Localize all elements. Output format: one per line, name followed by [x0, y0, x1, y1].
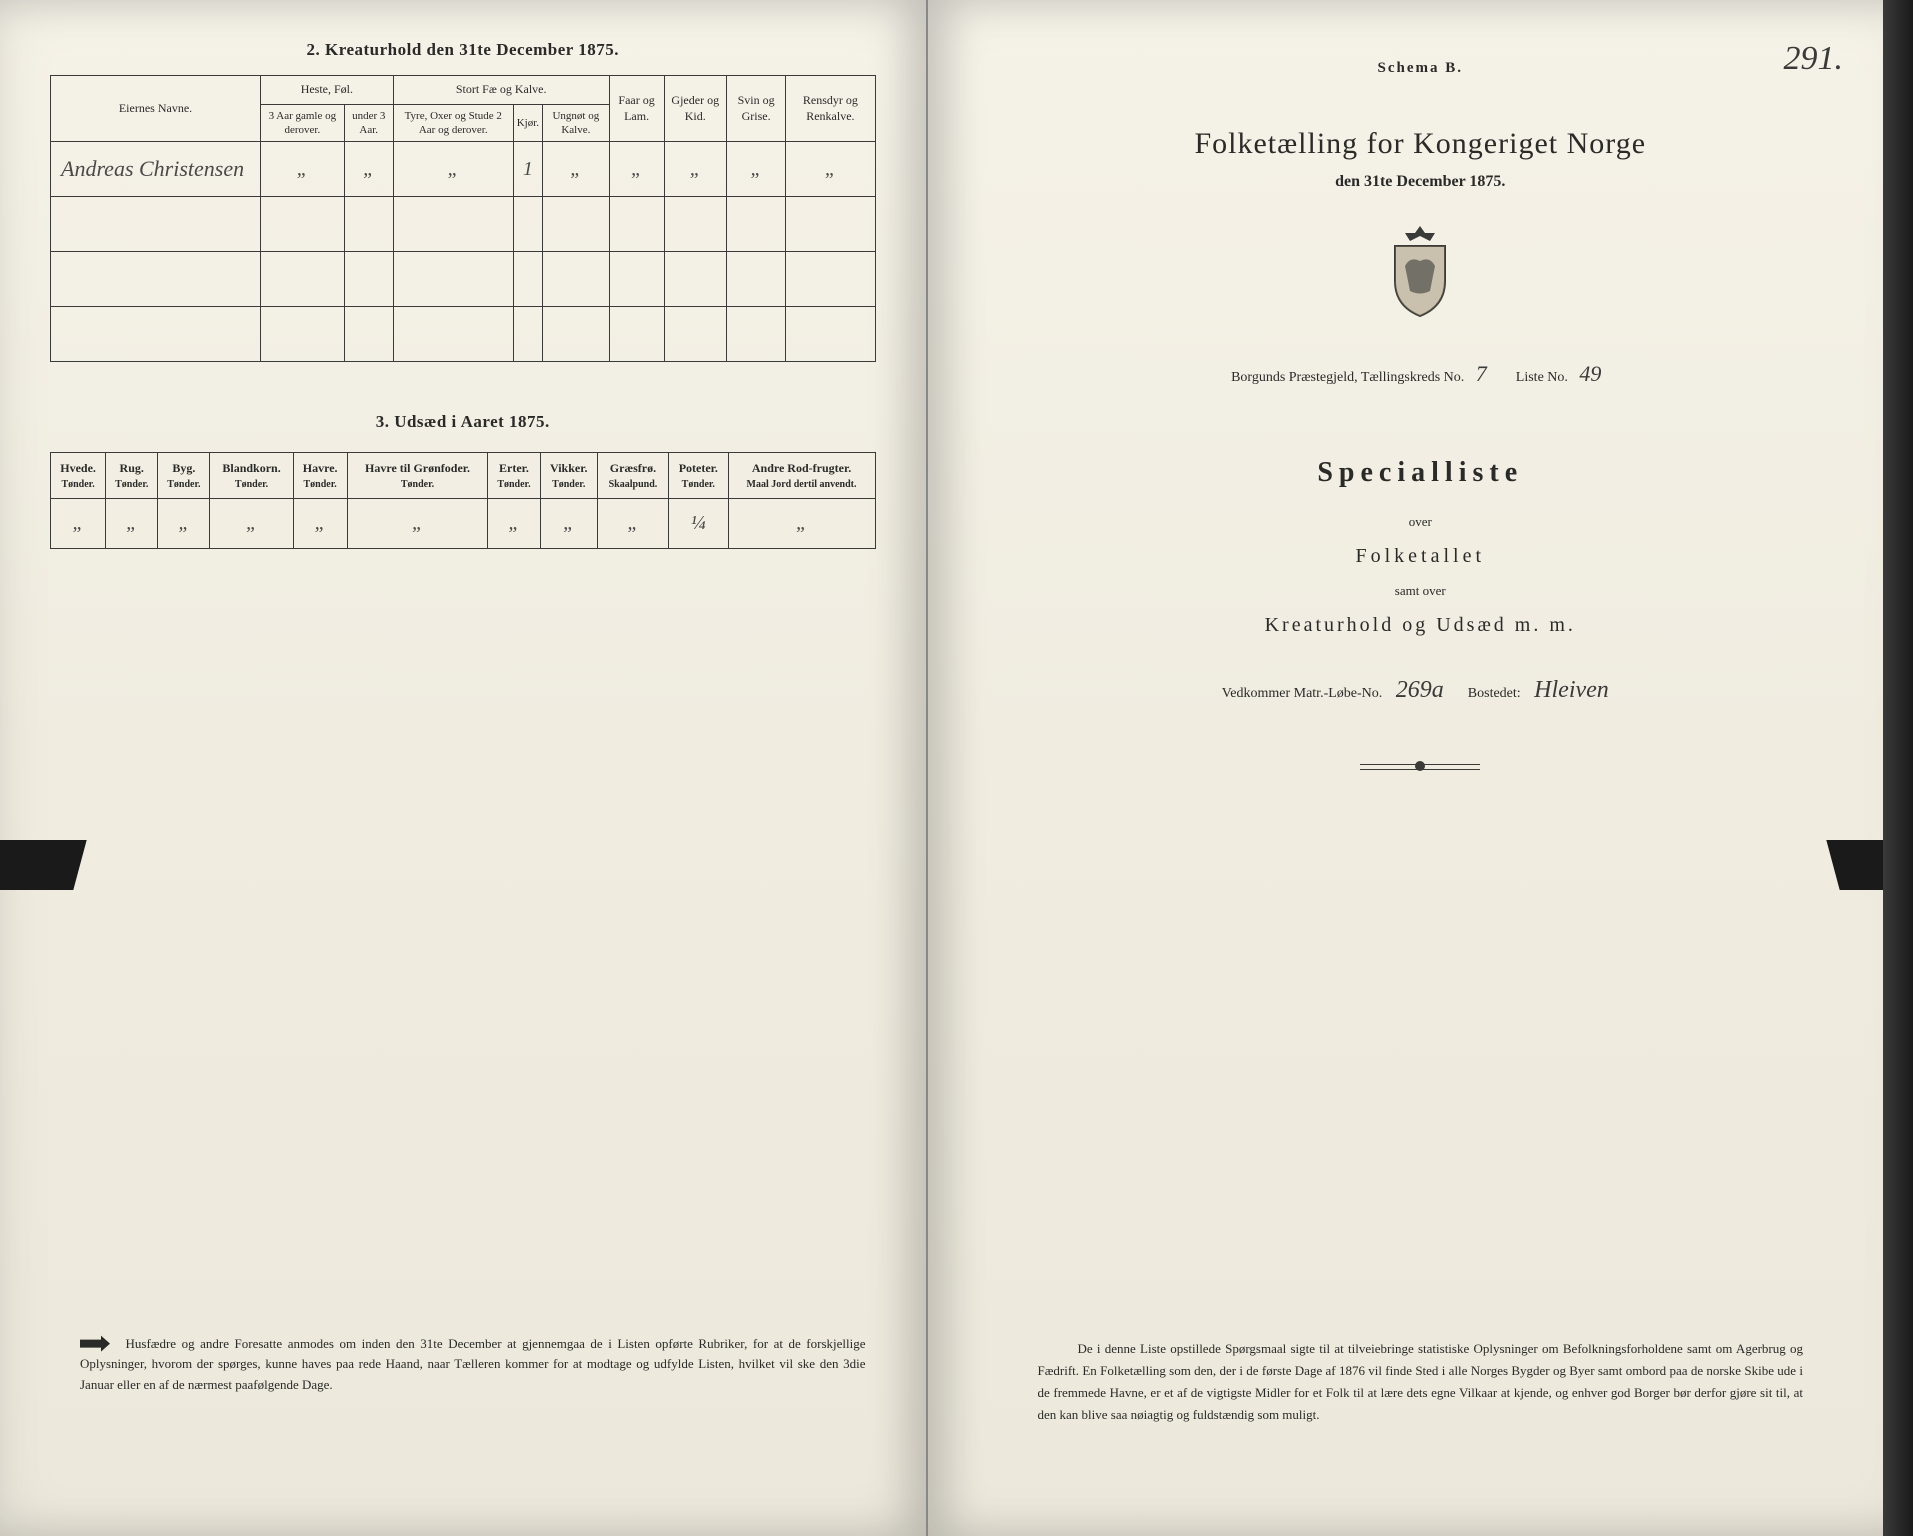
cell: „	[664, 142, 726, 197]
bostedet: Hleiven	[1524, 677, 1619, 703]
footnote-text: Husfædre og andre Foresatte anmodes om i…	[80, 1336, 866, 1393]
table-row: Andreas Christensen „ „ „ 1 „ „ „ „ „	[51, 142, 876, 197]
vedkommer-line: Vedkommer Matr.-Løbe-No. 269a Bostedet: …	[1008, 677, 1834, 704]
bostedet-label: Bostedet:	[1468, 686, 1521, 701]
page-number: 291.	[1784, 40, 1844, 78]
col-byg: Byg.Tønder.	[158, 453, 210, 499]
binding-edge	[1883, 0, 1913, 1536]
col-erter: Erter.Tønder.	[488, 453, 540, 499]
pointing-hand-icon	[80, 1334, 110, 1354]
sub-date: den 31te December 1875.	[1008, 173, 1834, 191]
section3-title: 3. Udsæd i Aaret 1875.	[50, 412, 876, 432]
sub-s1: Tyre, Oxer og Stude 2 Aar og derover.	[393, 104, 513, 142]
cell: „	[726, 142, 785, 197]
grp-gjeder: Gjeder og Kid.	[664, 76, 726, 142]
kreaturhold-table: Eiernes Navne. Heste, Føl. Stort Fæ og K…	[50, 75, 876, 362]
grp-stort: Stort Fæ og Kalve.	[393, 76, 609, 105]
cell: „	[543, 142, 610, 197]
specialliste-title: Specialliste	[1008, 457, 1834, 489]
cell: „	[609, 142, 664, 197]
sub-s2: Kjør.	[513, 104, 542, 142]
table-row: „ „ „ „ „ „ „ „ „ ¼ „	[51, 499, 876, 549]
sub-s3: Ungnøt og Kalve.	[543, 104, 610, 142]
col-graesfro: Græsfrø.Skaalpund.	[597, 453, 668, 499]
table-row	[51, 197, 876, 252]
cell: „	[728, 499, 875, 549]
sub-h2: under 3 Aar.	[344, 104, 393, 142]
grp-rensdyr: Rensdyr og Renkalve.	[786, 76, 875, 142]
liste-label: Liste No.	[1516, 370, 1568, 385]
cell: „	[210, 499, 293, 549]
sub-h1: 3 Aar gamle og derover.	[261, 104, 345, 142]
meta-line: Borgunds Præstegjeld, Tællingskreds No. …	[1008, 361, 1834, 387]
cell: „	[261, 142, 345, 197]
cell: „	[786, 142, 875, 197]
over-label: over	[1008, 514, 1834, 530]
samt-label: samt over	[1008, 583, 1834, 599]
cell: „	[597, 499, 668, 549]
cell: „	[344, 142, 393, 197]
col-rug: Rug.Tønder.	[106, 453, 158, 499]
book-spread: 2. Kreaturhold den 31te December 1875. E…	[0, 0, 1913, 1536]
right-footnote: De i denne Liste opstillede Spørgsmaal s…	[1038, 1338, 1804, 1426]
udsaed-table: Hvede.Tønder. Rug.Tønder. Byg.Tønder. Bl…	[50, 452, 876, 549]
table-row	[51, 307, 876, 362]
right-page: 291. Schema B. Folketælling for Kongerig…	[928, 0, 1913, 1536]
section2-title: 2. Kreaturhold den 31te December 1875.	[50, 40, 876, 60]
col-blandkorn: Blandkorn.Tønder.	[210, 453, 293, 499]
ornament-divider	[1360, 764, 1480, 770]
table-row	[51, 252, 876, 307]
liste-no: 49	[1571, 361, 1609, 386]
cell: „	[540, 499, 597, 549]
grp-heste: Heste, Føl.	[261, 76, 394, 105]
cell: „	[488, 499, 540, 549]
main-title: Folketælling for Kongeriget Norge	[1008, 127, 1834, 161]
col-poteter: Poteter.Tønder.	[669, 453, 729, 499]
col-havre: Havre.Tønder.	[293, 453, 347, 499]
cell: „	[293, 499, 347, 549]
cell: „	[393, 142, 513, 197]
cell: „	[51, 499, 106, 549]
cell: ¼	[669, 499, 729, 549]
left-footnote: Husfædre og andre Foresatte anmodes om i…	[80, 1334, 866, 1396]
owner-name: Andreas Christensen	[51, 142, 261, 197]
thumb-tab	[0, 840, 87, 890]
coat-of-arms-icon	[1380, 221, 1460, 321]
matr-no: 269a	[1386, 677, 1454, 703]
grp-svin: Svin og Grise.	[726, 76, 785, 142]
schema-label: Schema B.	[1008, 60, 1834, 77]
cell: „	[347, 499, 488, 549]
cell: „	[106, 499, 158, 549]
cell: 1	[513, 142, 542, 197]
col-eier: Eiernes Navne.	[51, 76, 261, 142]
kreds-no: 7	[1468, 361, 1495, 386]
col-andre: Andre Rod-frugter.Maal Jord dertil anven…	[728, 453, 875, 499]
left-page: 2. Kreaturhold den 31te December 1875. E…	[0, 0, 928, 1536]
folketallet-label: Folketallet	[1008, 545, 1834, 568]
vedkommer-label: Vedkommer Matr.-Løbe-No.	[1222, 686, 1383, 701]
meta-prefix: Borgunds Præstegjeld, Tællingskreds No.	[1231, 370, 1464, 385]
grp-faar: Faar og Lam.	[609, 76, 664, 142]
col-vikker: Vikker.Tønder.	[540, 453, 597, 499]
kreatur-label: Kreaturhold og Udsæd m. m.	[1008, 614, 1834, 637]
col-havretil: Havre til Grønfoder.Tønder.	[347, 453, 488, 499]
cell: „	[158, 499, 210, 549]
col-hvede: Hvede.Tønder.	[51, 453, 106, 499]
